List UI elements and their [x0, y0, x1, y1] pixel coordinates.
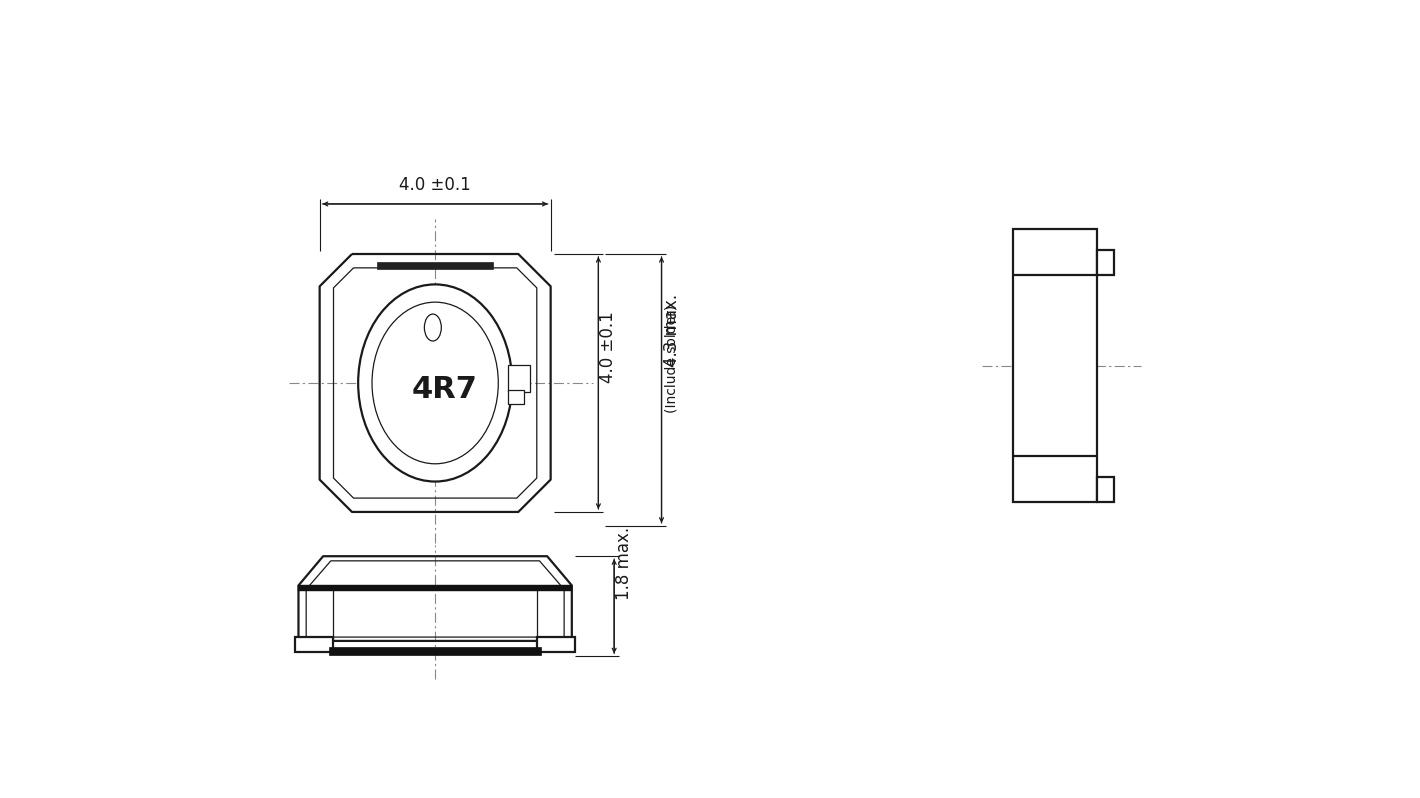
Bar [1098, 250, 1115, 275]
Ellipse shape [358, 284, 513, 481]
Ellipse shape [372, 302, 498, 464]
Bar [508, 365, 530, 392]
Text: 4.0 ±0.1: 4.0 ±0.1 [399, 176, 471, 194]
Bar [1098, 477, 1115, 502]
Bar [1012, 229, 1098, 502]
Ellipse shape [425, 314, 442, 341]
Text: 4R7: 4R7 [412, 374, 477, 404]
Bar [329, 647, 541, 655]
Text: 1.8 max.: 1.8 max. [615, 527, 633, 600]
Text: 4.3 max.: 4.3 max. [663, 294, 680, 367]
Text: (Include solder): (Include solder) [665, 305, 679, 413]
Bar [378, 262, 493, 270]
Text: 4.0 ±0.1: 4.0 ±0.1 [599, 311, 618, 383]
Bar [537, 637, 575, 652]
Bar [295, 637, 334, 652]
Bar [508, 390, 524, 404]
Bar [298, 586, 572, 591]
